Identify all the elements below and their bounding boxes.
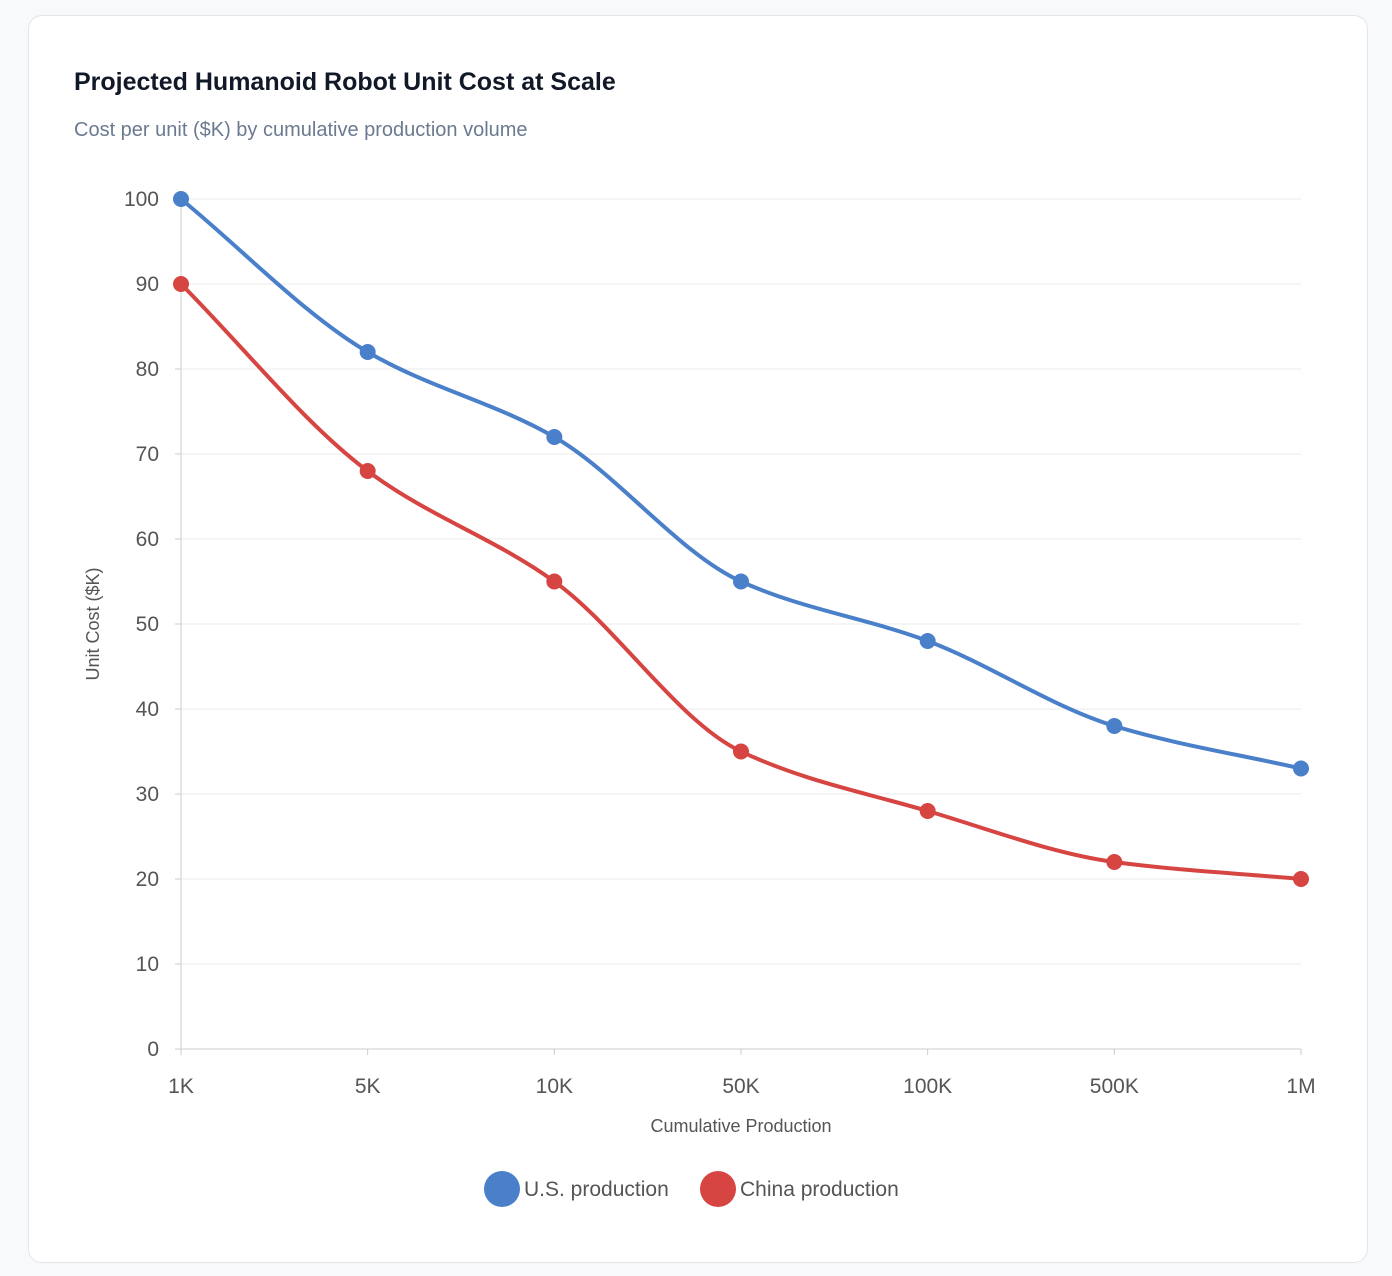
x-tick-label: 500K [1090, 1075, 1139, 1098]
data-point-china-production [546, 573, 563, 590]
y-tick-label: 50 [136, 613, 159, 636]
x-tick-label: 1M [1286, 1075, 1315, 1098]
x-tick-label: 1K [168, 1075, 194, 1098]
legend-label-u-s-production: U.S. production [524, 1178, 669, 1201]
data-point-u-s-production [733, 573, 749, 590]
data-point-china-production [173, 276, 189, 292]
y-tick-label: 100 [124, 188, 159, 211]
data-point-u-s-production [1106, 718, 1123, 734]
x-axis-ticks: 1K 5K 10K 50K 100K 500K 1M [168, 1049, 1316, 1098]
chart-card: Projected Humanoid Robot Unit Cost at Sc… [28, 15, 1368, 1263]
legend: U.S. production China production [484, 1171, 899, 1207]
data-point-u-s-production [173, 191, 189, 207]
data-point-u-s-production [1293, 760, 1309, 777]
y-tick-label: 30 [136, 783, 159, 806]
y-tick-label: 0 [147, 1038, 159, 1061]
x-tick-label: 100K [903, 1075, 952, 1098]
y-tick-label: 60 [136, 528, 159, 551]
data-point-china-production [919, 803, 936, 819]
y-tick-label: 70 [136, 443, 159, 466]
y-axis-ticks: 0 10 20 30 40 50 60 70 80 90 100 [124, 188, 181, 1061]
data-point-u-s-production [546, 429, 563, 445]
data-point-china-production [1106, 854, 1123, 870]
data-point-u-s-production [359, 344, 376, 360]
legend-marker-china-production [700, 1171, 736, 1207]
x-tick-label: 5K [355, 1075, 381, 1098]
y-tick-label: 40 [136, 698, 159, 721]
y-tick-label: 80 [136, 358, 159, 381]
data-point-china-production [1293, 871, 1309, 887]
x-axis-title: Cumulative Production [650, 1116, 831, 1136]
data-point-china-production [359, 463, 376, 479]
y-tick-label: 20 [136, 868, 159, 891]
y-tick-label: 90 [136, 273, 159, 296]
y-tick-label: 10 [136, 953, 159, 976]
legend-label-china-production: China production [740, 1178, 899, 1201]
data-point-u-s-production [919, 633, 936, 649]
legend-marker-u-s-production [484, 1171, 520, 1207]
data-point-china-production [733, 743, 749, 760]
series-group [173, 191, 1309, 887]
x-tick-label: 50K [722, 1075, 759, 1098]
x-tick-label: 10K [536, 1075, 573, 1098]
y-axis-title: Unit Cost ($K) [83, 567, 103, 680]
gridlines [181, 198, 1301, 965]
chart-title: Projected Humanoid Robot Unit Cost at Sc… [74, 68, 616, 96]
chart-subtitle: Cost per unit ($K) by cumulative product… [74, 119, 528, 141]
